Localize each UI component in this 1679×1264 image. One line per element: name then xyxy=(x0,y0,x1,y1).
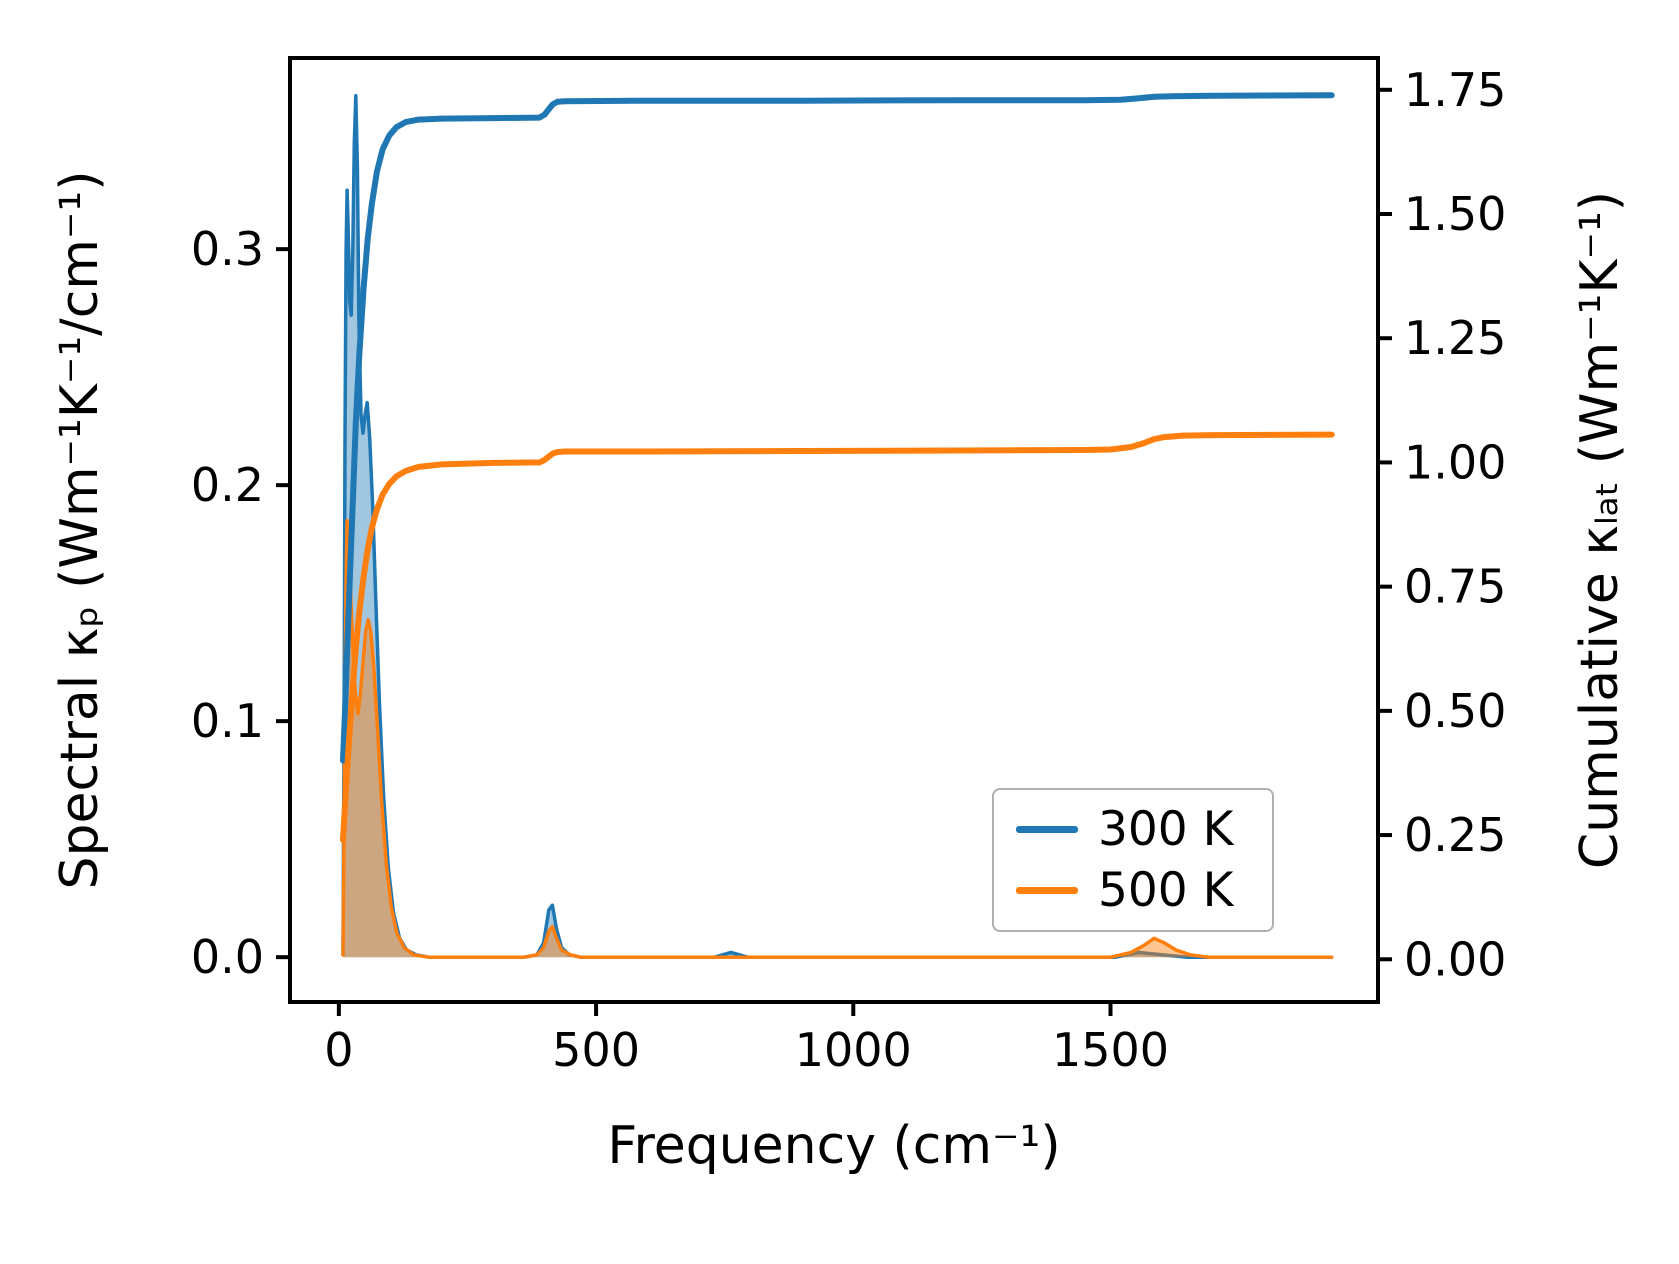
y-left-tick-label: 0.2 xyxy=(191,458,264,512)
legend-label-500k: 500 K xyxy=(1098,863,1234,918)
y-right-tick-label: 0.25 xyxy=(1404,808,1506,862)
legend-entry-300k: 300 K xyxy=(1016,806,1250,853)
x-tick-label: 500 xyxy=(552,1023,640,1077)
y-right-tick-label: 0.00 xyxy=(1404,932,1506,986)
x-tick-label: 1500 xyxy=(1052,1023,1169,1077)
axes-spines xyxy=(288,56,1380,1004)
legend-line-300k-icon xyxy=(1016,826,1078,833)
x-axis-label: Frequency (cm⁻¹) xyxy=(607,1116,1061,1176)
y-right-tick-label: 1.25 xyxy=(1404,311,1506,365)
y-right-tick-label: 0.50 xyxy=(1404,684,1506,738)
x-tick-label: 0 xyxy=(324,1023,353,1077)
y-left-tick-label: 0.0 xyxy=(191,930,264,984)
legend-line-500k-icon xyxy=(1016,887,1078,894)
line-spectral-500K xyxy=(341,518,1334,959)
y-right-tick-label: 1.00 xyxy=(1404,435,1506,489)
series-layer xyxy=(340,92,1335,959)
legend-entry-500k: 500 K xyxy=(1016,867,1250,914)
x-tick-label: 1000 xyxy=(795,1023,912,1077)
line-cumulative-500K xyxy=(340,431,1335,843)
y-right-tick-label: 1.75 xyxy=(1404,63,1506,117)
right-y-axis-label: Cumulative κₗₐₜ (Wm⁻¹K⁻¹) xyxy=(1570,190,1630,870)
y-right-tick-label: 1.50 xyxy=(1404,187,1506,241)
legend: 300 K 500 K xyxy=(992,788,1274,932)
legend-label-300k: 300 K xyxy=(1098,802,1234,857)
y-right-tick-label: 0.75 xyxy=(1404,560,1506,614)
y-left-tick-label: 0.1 xyxy=(191,694,264,748)
y-left-tick-label: 0.3 xyxy=(191,222,264,276)
left-y-axis-label: Spectral κₚ (Wm⁻¹K⁻¹/cm⁻¹) xyxy=(50,170,110,890)
line-cumulative-300K xyxy=(340,92,1335,764)
